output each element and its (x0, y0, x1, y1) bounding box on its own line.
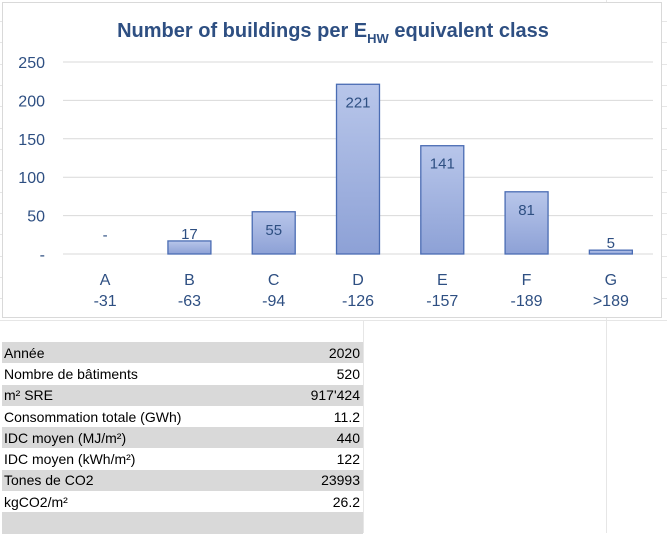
data-label-d: 221 (345, 94, 370, 111)
table-row: Tones de CO2 23993 (2, 469, 363, 492)
summary-table: Année 2020 Nombre de bâtiments 520 m² SRE 917… (2, 342, 363, 534)
row-value[interactable]: 917'424 (279, 384, 363, 406)
x-category-label: A (100, 272, 111, 289)
x-category-sublabel: -189 (511, 293, 543, 310)
data-label-b: 17 (181, 226, 198, 243)
x-category-sublabel: >189 (593, 293, 629, 310)
bar-d[interactable] (335, 83, 381, 255)
data-label-c: 55 (265, 222, 282, 239)
data-label-a: - (103, 227, 108, 244)
bar-f[interactable] (504, 191, 549, 255)
row-label[interactable]: kgCO2/m² (4, 493, 68, 510)
chart-title: Number of buildings per EHW equivalent c… (117, 20, 549, 46)
bar-chart: Number of buildings per EHW equivalent c… (18, 20, 653, 310)
x-category-sublabel: -63 (178, 293, 201, 310)
row-value[interactable]: 23993 (279, 469, 363, 492)
x-category-sublabel: -126 (342, 293, 374, 310)
data-label-e: 141 (430, 156, 455, 173)
x-category-label: E (437, 272, 448, 289)
y-tick-label: 100 (18, 170, 45, 187)
row-value[interactable]: 440 (279, 427, 363, 449)
table-row: Nombre de bâtiments 520 (2, 363, 363, 384)
y-tick-label: 200 (18, 93, 45, 110)
table-row: IDC moyen (kWh/m²) 122 (2, 448, 363, 469)
row-label[interactable]: Tones de CO2 (2, 469, 280, 492)
chart-title-main: Number of buildings per E (117, 20, 367, 42)
row-label[interactable]: m² SRE (2, 384, 280, 406)
y-tick-label: - (40, 247, 45, 264)
row-value[interactable]: 122 (336, 451, 360, 468)
x-category-label: C (268, 272, 280, 289)
bar-b[interactable] (167, 240, 212, 255)
y-tick-label: 50 (27, 209, 45, 226)
x-category-sublabel: -94 (262, 293, 285, 310)
row-label[interactable]: Nombre de bâtiments (4, 365, 138, 382)
table-row: Année 2020 (2, 342, 363, 364)
table-row: IDC moyen (MJ/m²) 440 (2, 427, 363, 449)
x-category-label: B (184, 272, 195, 289)
table-row (2, 512, 363, 534)
bar-g[interactable] (588, 249, 633, 255)
bar-e[interactable] (420, 145, 465, 255)
row-label[interactable]: IDC moyen (MJ/m²) (2, 427, 280, 449)
table-row: kgCO2/m² 26.2 (2, 491, 363, 512)
y-tick-label: 250 (18, 55, 45, 72)
row-label[interactable]: IDC moyen (kWh/m²) (4, 451, 136, 468)
row-value[interactable]: 2020 (279, 342, 363, 364)
chart-title-suffix: equivalent class (389, 20, 549, 42)
row-label[interactable]: Année (2, 342, 280, 364)
data-label-g: 5 (607, 235, 615, 252)
row-label[interactable]: Consommation totale (GWh) (4, 408, 182, 425)
row-value[interactable]: 26.2 (332, 493, 360, 510)
table-row: m² SRE 917'424 (2, 384, 363, 406)
row-value[interactable]: 520 (336, 365, 360, 382)
x-category-sublabel: -31 (94, 293, 117, 310)
row-label[interactable] (2, 512, 280, 534)
y-tick-label: 150 (18, 132, 45, 149)
x-category-label: F (522, 272, 532, 289)
x-category-label: G (605, 272, 617, 289)
x-category-sublabel: -157 (426, 293, 458, 310)
row-value[interactable]: 11.2 (333, 408, 360, 425)
data-label-f: 81 (518, 202, 535, 219)
bar-c[interactable] (251, 211, 296, 255)
x-category-label: D (352, 272, 364, 289)
table-row: Consommation totale (GWh) 11.2 (2, 406, 363, 427)
chart-title-subscript: HW (367, 31, 389, 46)
chart-area[interactable]: Number of buildings per EHW equivalent c… (2, 2, 662, 318)
row-value[interactable] (279, 512, 363, 534)
